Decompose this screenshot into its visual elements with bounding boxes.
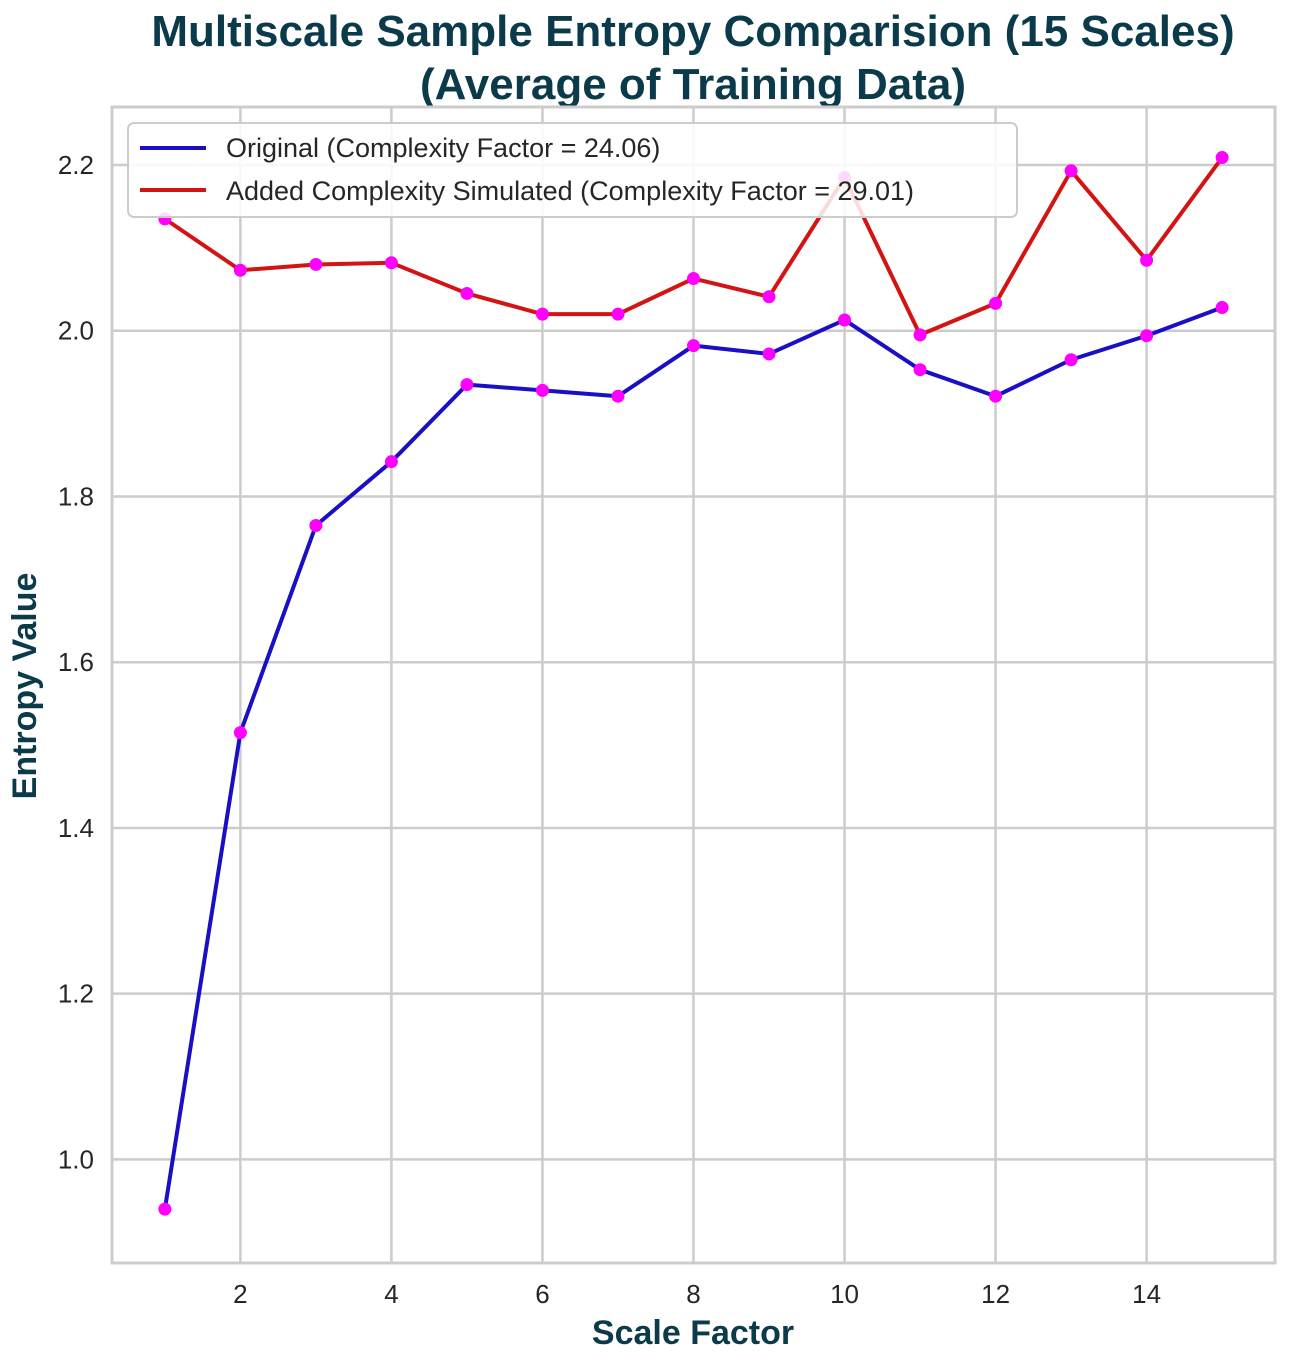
plot-frame bbox=[110, 105, 1277, 1265]
data-point-1 bbox=[913, 328, 927, 342]
y-tick-label: 1.8 bbox=[58, 481, 94, 511]
x-tick-label: 8 bbox=[686, 1279, 700, 1309]
chart-title-line1: Multiscale Sample Entropy Comparision (1… bbox=[151, 7, 1234, 56]
chart-title-line2: (Average of Training Data) bbox=[420, 60, 966, 109]
data-point-0 bbox=[611, 389, 625, 403]
legend-box bbox=[127, 122, 1018, 218]
x-tick-label: 12 bbox=[981, 1279, 1010, 1309]
data-point-1 bbox=[233, 263, 247, 277]
legend-label-original: Original (Complexity Factor = 24.06) bbox=[226, 133, 660, 163]
y-tick-label: 1.2 bbox=[58, 979, 94, 1009]
data-point-0 bbox=[1215, 301, 1229, 315]
y-tick-label: 2.0 bbox=[58, 316, 94, 346]
y-tick-label: 2.2 bbox=[58, 150, 94, 180]
x-axis-label: Scale Factor bbox=[592, 1314, 794, 1352]
x-tick-label: 14 bbox=[1132, 1279, 1161, 1309]
tick-labels: 2 4 6 8 10 12 14 1.0 1.2 1.4 1.6 1.8 2.0 2.2 bbox=[58, 150, 1161, 1309]
data-point-0 bbox=[384, 455, 398, 469]
legend: Original (Complexity Factor = 24.06) Add… bbox=[127, 122, 1018, 218]
data-point-0 bbox=[687, 339, 700, 353]
data-point-0 bbox=[233, 726, 247, 740]
y-tick-label: 1.6 bbox=[58, 647, 94, 677]
data-point-1 bbox=[384, 256, 398, 270]
data-point-1 bbox=[309, 257, 323, 271]
data-point-0 bbox=[158, 1202, 172, 1216]
data-point-1 bbox=[1215, 151, 1229, 165]
data-point-1 bbox=[611, 307, 625, 321]
data-point-0 bbox=[989, 389, 1003, 403]
data-point-0 bbox=[1140, 329, 1154, 343]
data-point-0 bbox=[460, 378, 474, 392]
data-point-0 bbox=[913, 363, 927, 377]
data-point-0 bbox=[309, 518, 323, 532]
data-point-1 bbox=[1140, 253, 1154, 267]
data-point-1 bbox=[762, 290, 776, 304]
y-tick-label: 1.4 bbox=[58, 813, 94, 843]
x-tick-label: 6 bbox=[535, 1279, 549, 1309]
x-tick-label: 4 bbox=[384, 1279, 398, 1309]
data-point-0 bbox=[838, 313, 852, 327]
data-point-1 bbox=[989, 296, 1003, 310]
legend-label-added-complexity: Added Complexity Simulated (Complexity F… bbox=[226, 176, 914, 206]
data-point-0 bbox=[535, 383, 549, 397]
data-point-1 bbox=[460, 286, 474, 300]
x-tick-label: 10 bbox=[830, 1279, 859, 1309]
data-point-0 bbox=[762, 347, 776, 361]
data-point-1 bbox=[535, 307, 549, 321]
x-tick-label: 2 bbox=[233, 1279, 247, 1309]
data-point-0 bbox=[1064, 353, 1078, 367]
data-point-1 bbox=[1064, 164, 1078, 178]
data-point-1 bbox=[687, 272, 700, 286]
y-axis-label: Entropy Value bbox=[6, 573, 44, 800]
y-tick-label: 1.0 bbox=[58, 1144, 94, 1174]
